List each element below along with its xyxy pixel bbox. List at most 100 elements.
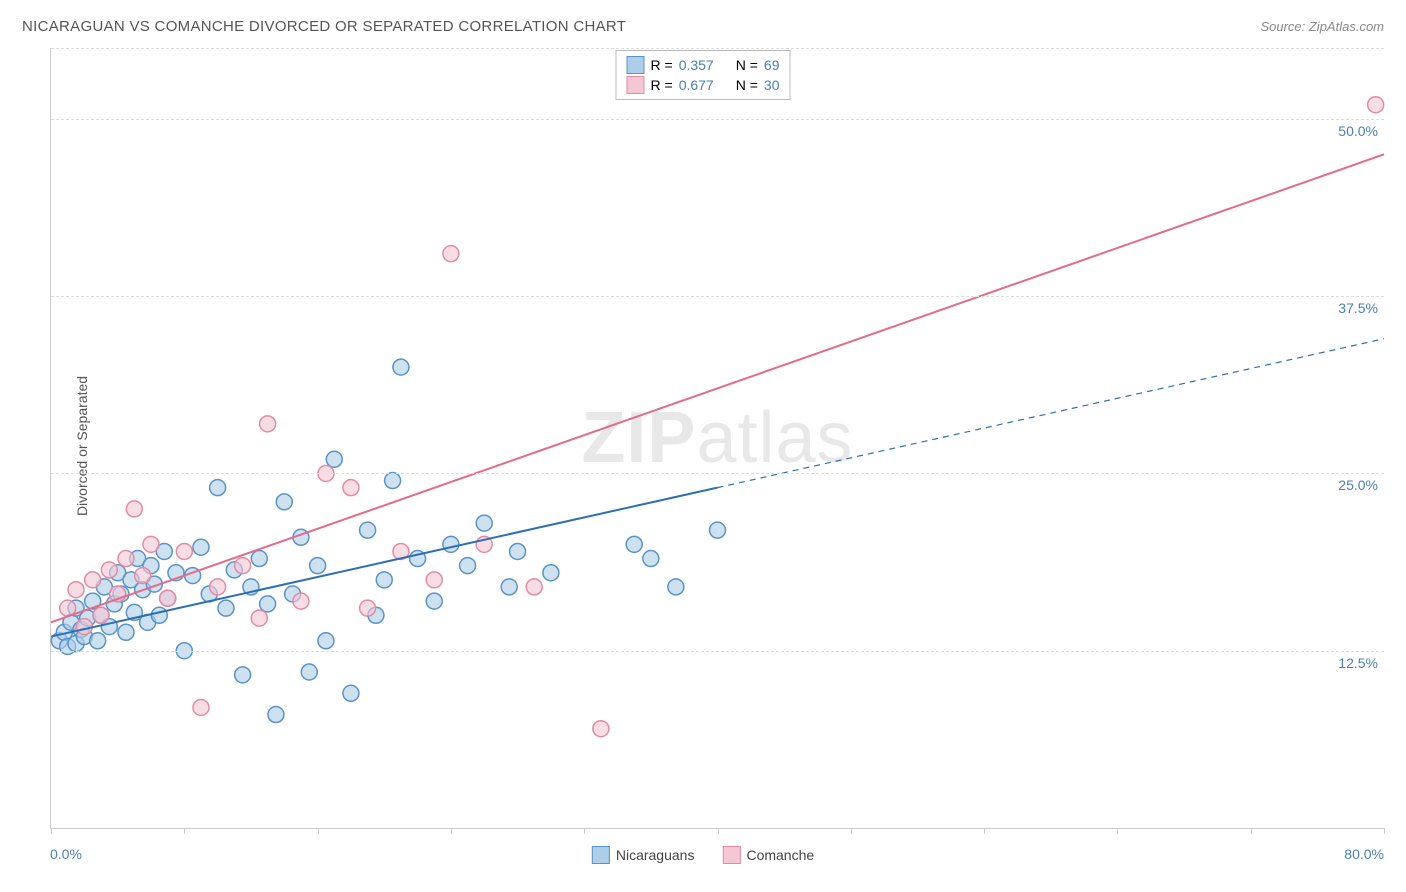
scatter-point <box>501 579 517 595</box>
scatter-point <box>668 579 684 595</box>
x-tick <box>1384 828 1385 834</box>
legend-r-value: 0.677 <box>679 77 714 93</box>
legend-n-value: 30 <box>764 77 780 93</box>
x-tick <box>184 828 185 834</box>
legend-series: Nicaraguans Comanche <box>592 846 814 864</box>
x-tick <box>584 828 585 834</box>
scatter-point <box>85 572 101 588</box>
scatter-point <box>251 551 267 567</box>
scatter-point <box>426 593 442 609</box>
scatter-point <box>293 593 309 609</box>
scatter-point <box>276 494 292 510</box>
trend-line <box>51 154 1384 622</box>
scatter-point <box>393 359 409 375</box>
scatter-point <box>268 707 284 723</box>
x-tick <box>984 828 985 834</box>
plot-area: ZIPatlas 12.5%25.0%37.5%50.0% <box>50 48 1384 829</box>
legend-r-label: R = <box>651 77 673 93</box>
legend-n-label: N = <box>736 77 758 93</box>
scatter-point <box>235 558 251 574</box>
scatter-point <box>318 633 334 649</box>
scatter-point <box>1368 97 1384 113</box>
scatter-point <box>76 619 92 635</box>
scatter-plot <box>51 48 1384 828</box>
scatter-point <box>160 590 176 606</box>
scatter-point <box>68 582 84 598</box>
scatter-point <box>193 539 209 555</box>
y-tick-label: 12.5% <box>1338 655 1378 671</box>
legend-swatch <box>722 846 740 864</box>
scatter-point <box>210 480 226 496</box>
x-tick <box>1117 828 1118 834</box>
scatter-point <box>593 721 609 737</box>
x-tick <box>718 828 719 834</box>
scatter-point <box>235 667 251 683</box>
legend-r-value: 0.357 <box>679 57 714 73</box>
legend-n-value: 69 <box>764 57 780 73</box>
scatter-point <box>151 607 167 623</box>
scatter-point <box>360 600 376 616</box>
y-tick-label: 37.5% <box>1338 300 1378 316</box>
chart-title: NICARAGUAN VS COMANCHE DIVORCED OR SEPAR… <box>22 18 626 35</box>
x-tick <box>1251 828 1252 834</box>
legend-series-label: Nicaraguans <box>616 847 695 863</box>
scatter-point <box>118 551 134 567</box>
legend-stats-row: R = 0.677 N = 30 <box>627 75 780 95</box>
scatter-point <box>143 536 159 552</box>
legend-swatch <box>627 76 645 94</box>
legend-stats-row: R = 0.357 N = 69 <box>627 55 780 75</box>
scatter-point <box>543 565 559 581</box>
x-axis-min-label: 0.0% <box>50 846 82 862</box>
scatter-point <box>93 607 109 623</box>
source-label: Source: ZipAtlas.com <box>1260 19 1384 34</box>
gridline <box>51 473 1384 474</box>
scatter-point <box>376 572 392 588</box>
y-tick-label: 50.0% <box>1338 123 1378 139</box>
scatter-point <box>476 515 492 531</box>
y-tick-label: 25.0% <box>1338 477 1378 493</box>
scatter-point <box>218 600 234 616</box>
scatter-point <box>326 451 342 467</box>
scatter-point <box>310 558 326 574</box>
scatter-point <box>426 572 442 588</box>
scatter-point <box>443 246 459 262</box>
scatter-point <box>101 562 117 578</box>
scatter-point <box>210 579 226 595</box>
legend-series-item: Comanche <box>722 846 814 864</box>
x-tick <box>451 828 452 834</box>
legend-n-label: N = <box>736 57 758 73</box>
title-bar: NICARAGUAN VS COMANCHE DIVORCED OR SEPAR… <box>22 18 1384 35</box>
gridline <box>51 296 1384 297</box>
scatter-point <box>260 596 276 612</box>
gridline <box>51 651 1384 652</box>
scatter-point <box>510 543 526 559</box>
scatter-point <box>710 522 726 538</box>
legend-stats: R = 0.357 N = 69 R = 0.677 N = 30 <box>616 50 791 100</box>
trend-line-extension <box>718 339 1385 488</box>
scatter-point <box>343 480 359 496</box>
legend-series-item: Nicaraguans <box>592 846 695 864</box>
scatter-point <box>135 568 151 584</box>
scatter-point <box>251 610 267 626</box>
scatter-point <box>118 624 134 640</box>
scatter-point <box>385 473 401 489</box>
x-axis-max-label: 80.0% <box>1344 846 1384 862</box>
scatter-point <box>343 685 359 701</box>
x-tick <box>851 828 852 834</box>
scatter-point <box>643 551 659 567</box>
scatter-point <box>460 558 476 574</box>
legend-swatch <box>627 56 645 74</box>
legend-series-label: Comanche <box>746 847 814 863</box>
scatter-point <box>176 543 192 559</box>
scatter-point <box>443 536 459 552</box>
scatter-point <box>90 633 106 649</box>
scatter-point <box>301 664 317 680</box>
legend-r-label: R = <box>651 57 673 73</box>
gridline <box>51 48 1384 49</box>
scatter-point <box>526 579 542 595</box>
scatter-point <box>193 699 209 715</box>
scatter-point <box>626 536 642 552</box>
x-tick <box>318 828 319 834</box>
scatter-point <box>360 522 376 538</box>
scatter-point <box>260 416 276 432</box>
